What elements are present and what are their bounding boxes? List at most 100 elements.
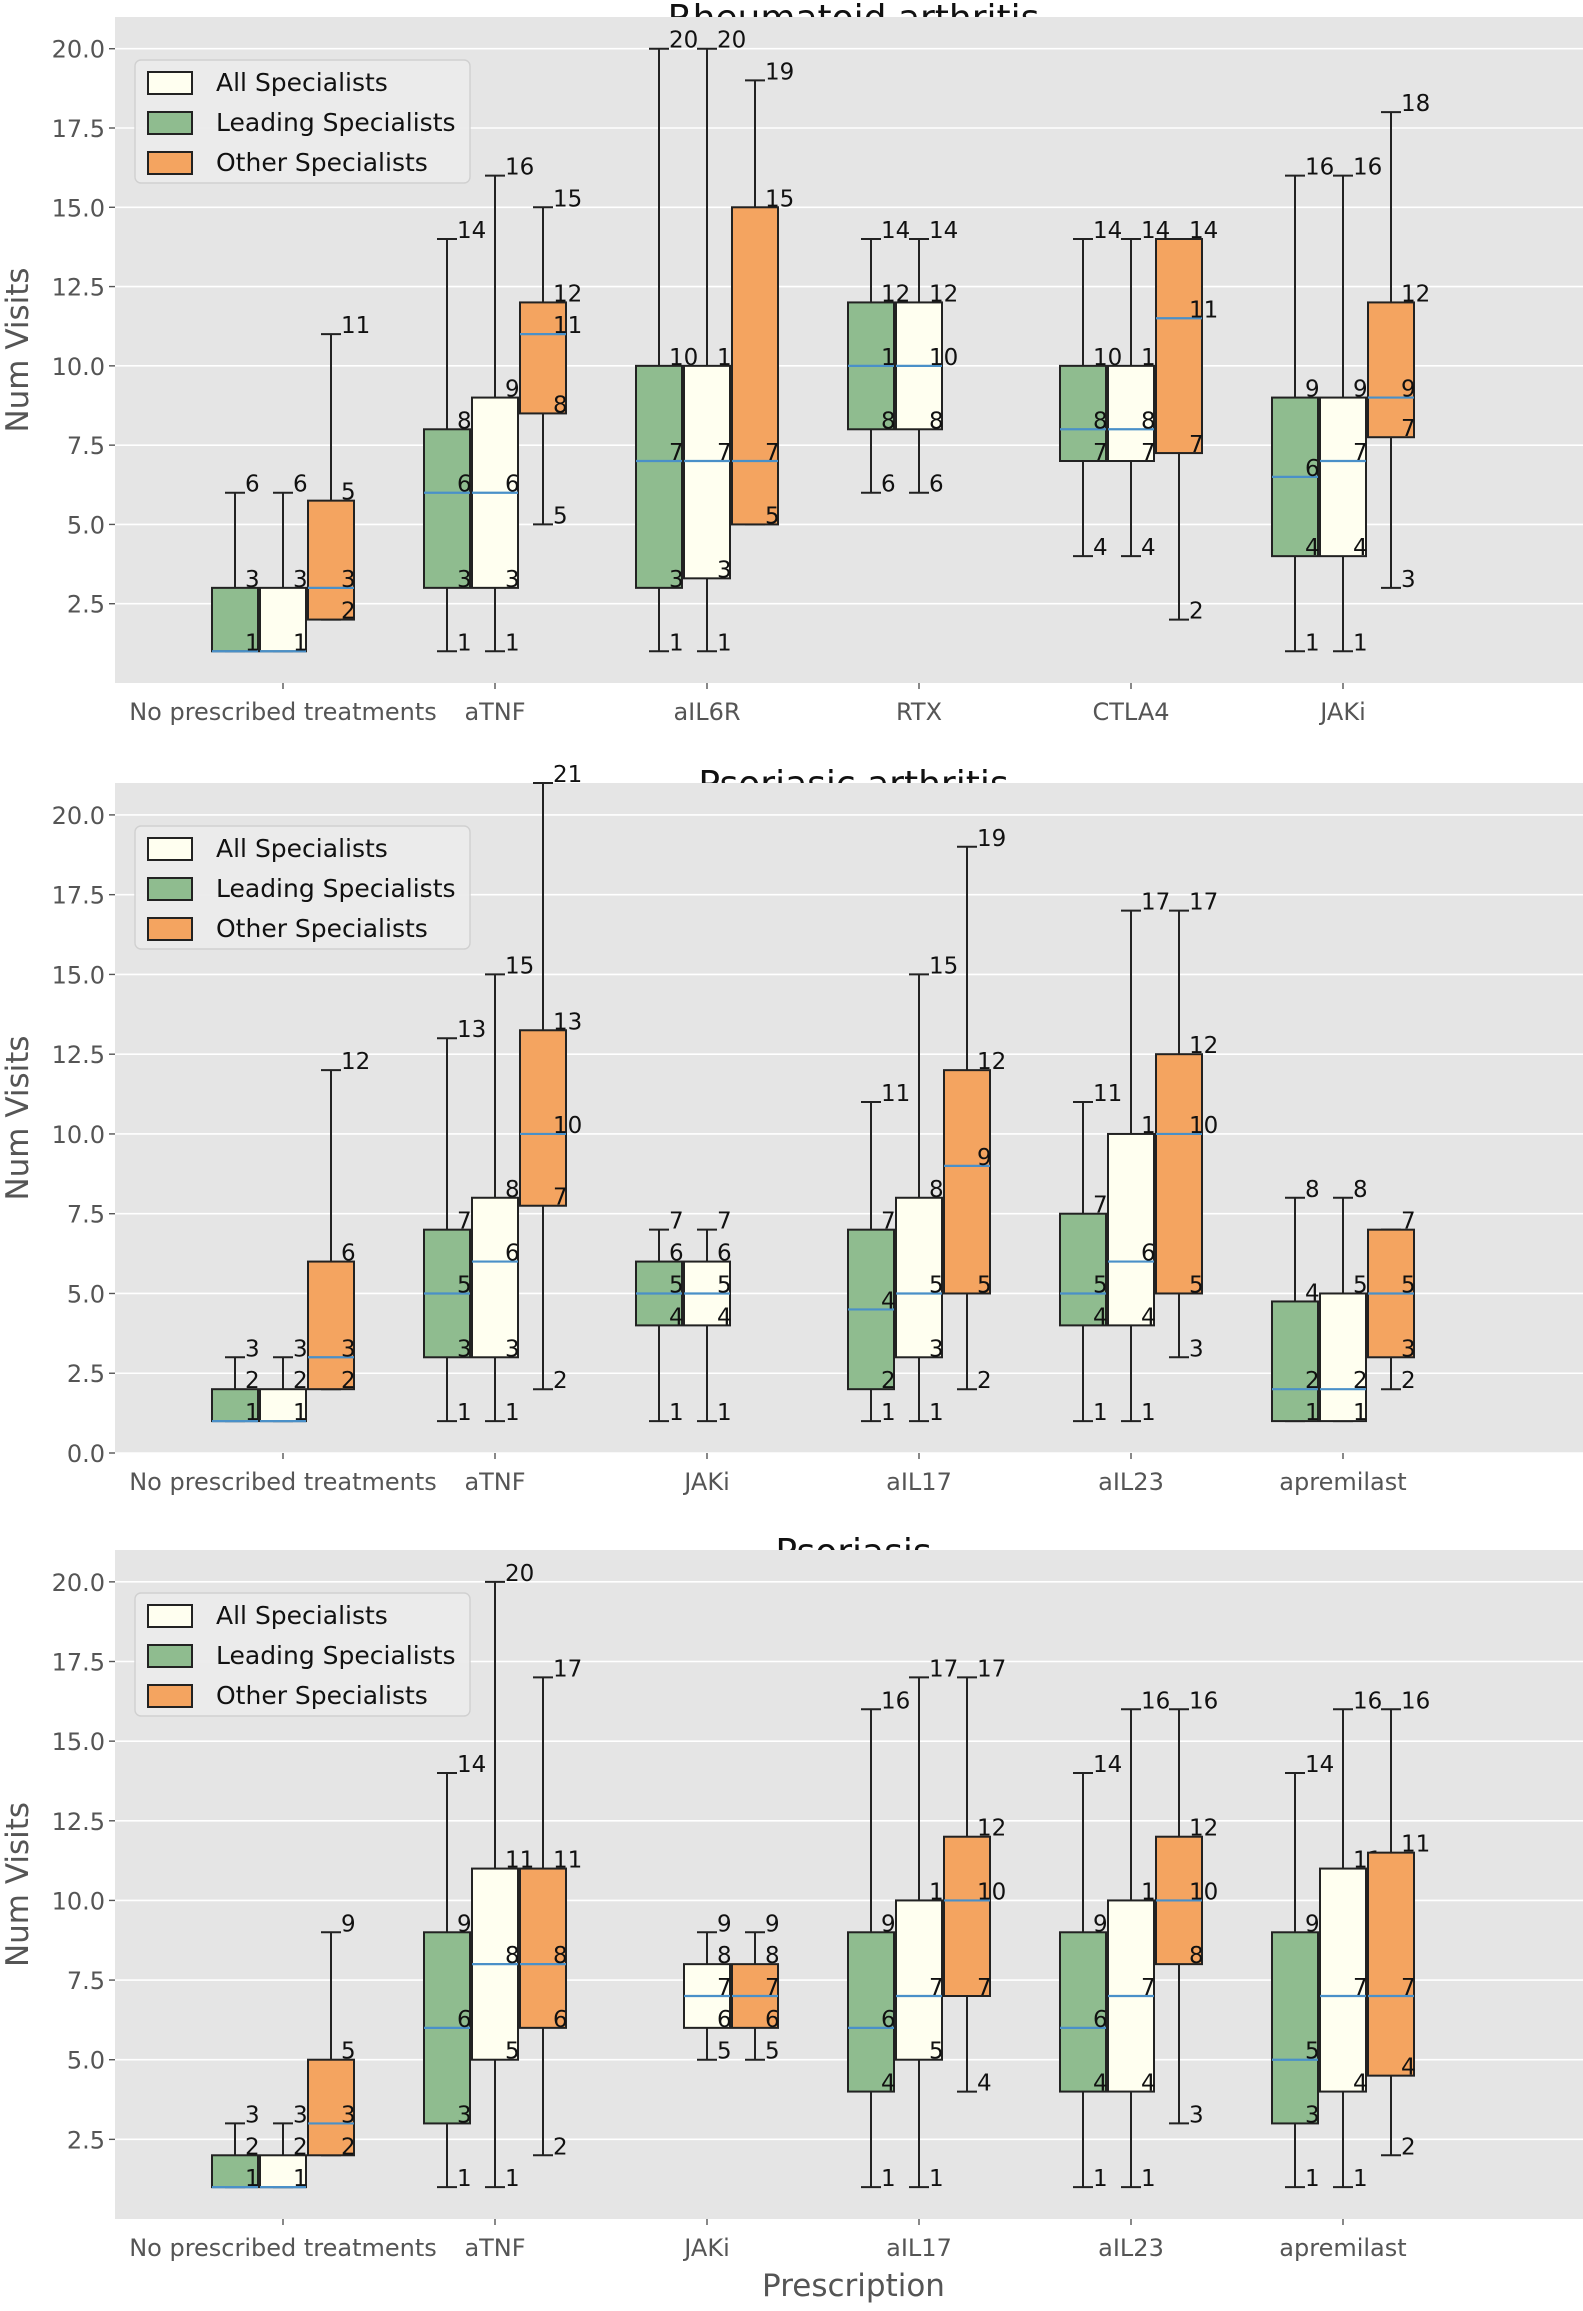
box-other-specialists: 21 13 10 7 2 [519, 762, 582, 1394]
value-label: 1 [929, 2166, 944, 2192]
value-label: 7 [1401, 1975, 1416, 2001]
value-label: 5 [505, 2039, 520, 2065]
value-label: 9 [1305, 377, 1320, 403]
value-label: 1 [1305, 1400, 1320, 1426]
value-label: 7 [553, 1185, 568, 1211]
value-label: 11 [553, 313, 582, 339]
value-label: 11 [1093, 1081, 1122, 1107]
value-label: 2 [293, 2134, 308, 2160]
box-other-specialists: 17 11 8 6 2 [519, 1656, 582, 2160]
value-label: 7 [1401, 416, 1416, 442]
box-body [895, 1899, 943, 2061]
value-label: 6 [1093, 2007, 1108, 2033]
value-label: 7 [1141, 1975, 1156, 2001]
value-label: 17 [929, 1656, 958, 1682]
value-label: 2 [1401, 1368, 1416, 1394]
value-label: 12 [929, 281, 958, 307]
value-label: 9 [1353, 377, 1368, 403]
box-all-specialists: 1710751 [895, 1656, 958, 2192]
value-label: 6 [505, 1241, 520, 1267]
value-label: 1 [1305, 630, 1320, 656]
value-label: 1 [1093, 1400, 1108, 1426]
value-label: 20 [717, 28, 746, 54]
legend: All Specialists Leading Specialists Other … [134, 825, 471, 950]
x-tick-label: aIL17 [886, 1468, 952, 1496]
box-body [1319, 1292, 1367, 1423]
value-label: 9 [717, 1911, 732, 1937]
value-label: 14 [1305, 1752, 1334, 1778]
value-label: 7 [669, 1209, 684, 1235]
value-label: 11 [1189, 297, 1218, 323]
box-other-specialists: 7 5 3 2 [1367, 1209, 1416, 1394]
value-label: 14 [929, 218, 958, 244]
value-label: 12 [1189, 1033, 1218, 1059]
y-tick-label: 5.0 [67, 2047, 105, 2075]
value-label: 6 [505, 472, 520, 498]
box-all-specialists: 14 12 10 8 6 [895, 218, 958, 498]
value-label: 6 [717, 2007, 732, 2033]
value-label: 1 [1353, 2166, 1368, 2192]
box-all-specialists: 15 8 6 3 1 [471, 953, 534, 1426]
value-label: 8 [929, 408, 944, 434]
y-axis-label: Num Visits [0, 1802, 36, 1967]
value-label: 6 [457, 472, 472, 498]
y-tick-label: 7.5 [67, 1201, 105, 1229]
value-label: 15 [765, 186, 794, 212]
value-label: 5 [1305, 2039, 1320, 2065]
value-label: 6 [293, 472, 308, 498]
legend-swatch [147, 71, 193, 95]
value-label: 2 [341, 2134, 356, 2160]
value-label: 19 [765, 59, 794, 85]
box-leading-specialists: 14 8 6 3 1 [423, 218, 486, 656]
box-body [1059, 364, 1107, 463]
value-label: 8 [553, 392, 568, 418]
value-label: 1 [717, 1400, 732, 1426]
box-body [423, 428, 471, 589]
y-tick-label: 2.5 [67, 2126, 105, 2154]
box-body [1319, 1867, 1367, 2093]
value-label: 7 [1401, 1209, 1416, 1235]
y-tick-label: 10.0 [52, 353, 105, 381]
box-other-specialists: 17 12 10 5 3 [1155, 890, 1218, 1362]
value-label: 2 [1353, 1368, 1368, 1394]
value-label: 2 [245, 2134, 260, 2160]
value-label: 8 [1353, 1177, 1368, 1203]
value-label: 3 [341, 567, 356, 593]
value-label: 8 [1305, 1177, 1320, 1203]
box-body [211, 2154, 259, 2189]
y-tick-label: 17.5 [52, 115, 105, 143]
value-label: 8 [1093, 408, 1108, 434]
value-label: 6 [553, 2007, 568, 2033]
box-body [1107, 1132, 1155, 1327]
y-axis-label: Num Visits [0, 267, 36, 432]
box-body [1059, 1931, 1107, 2093]
value-label: 4 [1305, 1280, 1320, 1306]
box-all-specialists: 3 2 1 [259, 1336, 308, 1426]
value-label: 10 [977, 1879, 1006, 1905]
value-label: 16 [881, 1688, 910, 1714]
box-body [307, 499, 355, 621]
value-label: 6 [1305, 456, 1320, 482]
y-tick-label: 10.0 [52, 1887, 105, 1915]
value-label: 3 [293, 2102, 308, 2128]
box-all-specialists: 1611741 [1319, 1688, 1382, 2192]
box-all-specialists: 3 2 1 [259, 2102, 308, 2192]
value-label: 4 [1093, 535, 1108, 561]
y-tick-label: 17.5 [52, 1649, 105, 1677]
legend-box [134, 825, 471, 950]
box-body [519, 301, 567, 415]
value-label: 7 [457, 1209, 472, 1235]
y-tick-label: 12.5 [52, 1808, 105, 1836]
legend-label: All Specialists [216, 1601, 388, 1630]
value-label: 13 [457, 1017, 486, 1043]
value-label: 3 [1189, 1336, 1204, 1362]
value-label: 11 [1401, 1832, 1430, 1858]
value-label: 5 [553, 503, 568, 529]
y-tick-label: 5.0 [67, 511, 105, 539]
box-all-specialists: 16 9 6 3 1 [471, 155, 534, 656]
x-tick-label: No prescribed treatments [129, 698, 437, 726]
value-label: 18 [1401, 91, 1430, 117]
value-label: 6 [669, 1241, 684, 1267]
